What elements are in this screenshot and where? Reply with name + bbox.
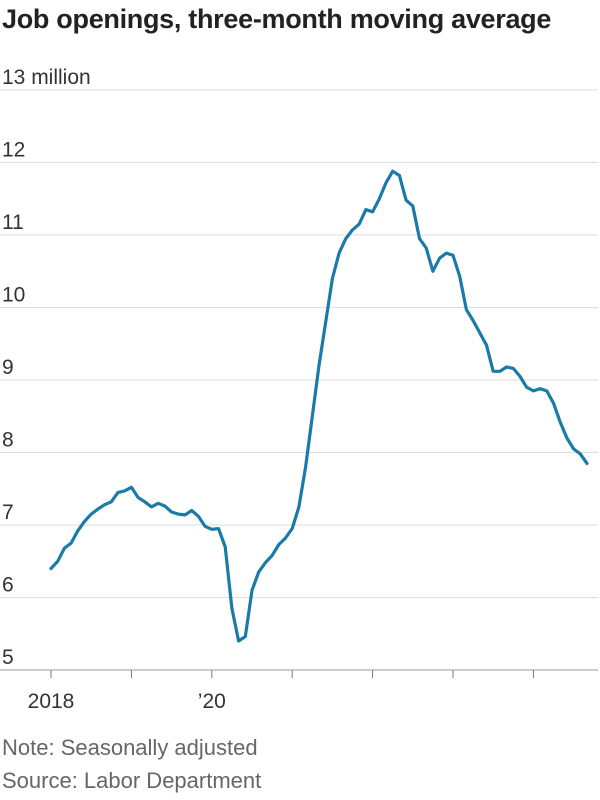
y-tick-label-10: 10	[2, 284, 25, 307]
y-tick-label-12: 12	[2, 139, 25, 162]
y-tick-label-6: 6	[2, 574, 14, 597]
y-axis-labels: 13 million 12 11 10 9 8 7 6 5	[2, 66, 91, 669]
y-tick-label-5: 5	[2, 646, 14, 669]
line-chart: 13 million 12 11 10 9 8 7 6 5 2018 ’20	[0, 66, 598, 713]
y-tick-label-7: 7	[2, 501, 14, 524]
x-tick-label-2018-01: 2018	[28, 690, 75, 713]
x-axis	[0, 669, 598, 678]
y-tick-label-11: 11	[2, 211, 24, 234]
gridlines	[0, 89, 598, 598]
y-tick-label-13: 13 million	[2, 66, 91, 89]
series-group	[49, 169, 589, 643]
x-axis-labels: 2018 ’20	[28, 690, 226, 713]
y-tick-label-8: 8	[2, 429, 14, 452]
chart-title: Job openings, three-month moving average	[2, 4, 552, 34]
series-line-0	[49, 169, 589, 643]
y-tick-label-9: 9	[2, 356, 14, 379]
chart-source: Source: Labor Department	[2, 768, 262, 793]
chart-note: Note: Seasonally adjusted	[2, 735, 258, 760]
x-tick-label-2020-01: ’20	[198, 690, 226, 713]
